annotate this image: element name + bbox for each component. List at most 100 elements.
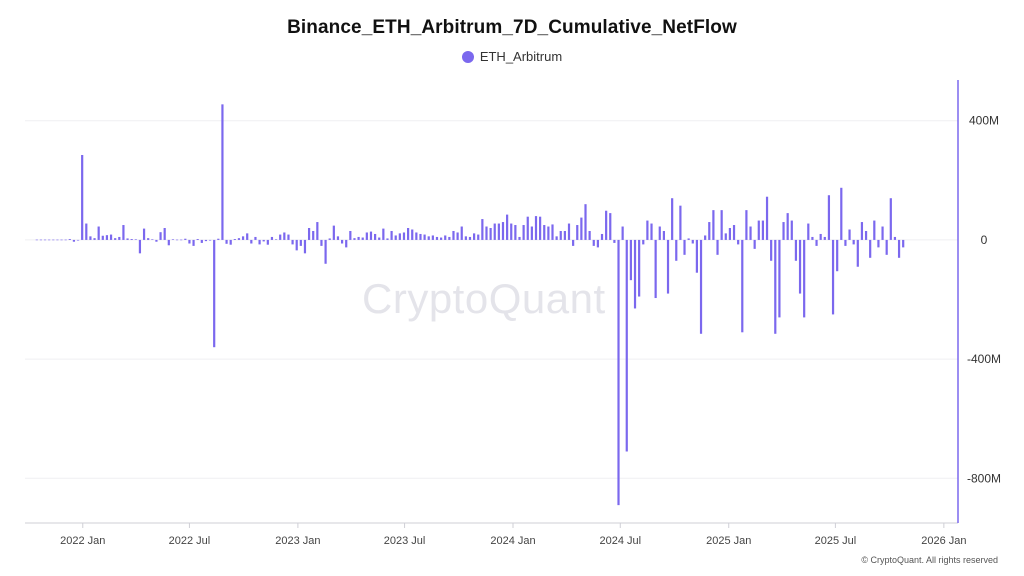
x-tick-label: 2022 Jul xyxy=(169,535,211,547)
bar xyxy=(258,239,261,245)
bar xyxy=(724,233,727,240)
bar xyxy=(654,239,657,299)
bar xyxy=(588,230,591,240)
bar xyxy=(811,236,814,240)
bar xyxy=(695,239,698,273)
bar xyxy=(881,226,884,240)
bar xyxy=(233,239,236,240)
bar xyxy=(732,225,736,240)
bar xyxy=(704,235,707,240)
bar xyxy=(415,232,418,240)
bar xyxy=(873,220,876,240)
bar xyxy=(592,239,595,246)
bar xyxy=(427,236,430,240)
bar xyxy=(675,239,678,261)
chart-title: Binance_ETH_Arbitrum_7D_Cumulative_NetFl… xyxy=(287,17,737,38)
bar xyxy=(93,238,96,240)
bar xyxy=(501,222,505,240)
y-tick-label: 0 xyxy=(981,233,988,247)
bar xyxy=(303,239,307,254)
bar xyxy=(699,239,703,334)
bar xyxy=(217,238,220,240)
bar xyxy=(600,233,604,240)
bar xyxy=(815,239,818,246)
bar xyxy=(60,239,63,241)
bar xyxy=(596,239,599,248)
bar xyxy=(534,216,538,240)
bar xyxy=(398,233,401,240)
bar xyxy=(221,104,224,240)
bar xyxy=(204,239,208,242)
bar xyxy=(394,235,397,240)
bar xyxy=(283,232,286,240)
bar xyxy=(456,232,459,240)
bar xyxy=(897,239,901,258)
bar xyxy=(493,223,496,240)
bar xyxy=(807,223,810,240)
copyright-notice: © CryptoQuant. All rights reserved xyxy=(861,555,998,565)
bar xyxy=(728,228,732,240)
bar xyxy=(68,239,71,240)
bar xyxy=(555,236,558,240)
bar xyxy=(254,236,257,240)
bar xyxy=(893,236,897,240)
bar xyxy=(547,226,550,240)
bar xyxy=(444,235,447,240)
bar xyxy=(361,237,364,240)
bar xyxy=(167,239,170,246)
bar xyxy=(184,238,187,240)
bar xyxy=(345,239,348,248)
bar xyxy=(196,239,199,240)
bar xyxy=(213,239,216,348)
bar xyxy=(155,239,158,242)
bar xyxy=(118,236,121,240)
x-tick-label: 2025 Jul xyxy=(815,535,857,547)
bar xyxy=(539,216,542,240)
bar xyxy=(679,205,682,240)
bar xyxy=(246,233,249,240)
bar xyxy=(72,239,76,242)
bar xyxy=(316,222,319,240)
grid-lines xyxy=(25,120,958,479)
bar xyxy=(241,236,245,240)
bar xyxy=(633,239,637,309)
bar xyxy=(225,239,228,244)
bar xyxy=(402,232,406,240)
bar xyxy=(749,226,752,240)
bar xyxy=(332,225,335,240)
chart-legend[interactable]: ETH_Arbitrum xyxy=(0,49,1024,64)
bar xyxy=(287,234,290,240)
bar xyxy=(464,236,467,240)
bar xyxy=(543,225,546,240)
bar xyxy=(576,225,579,240)
bar xyxy=(522,225,525,240)
bar xyxy=(514,225,517,240)
bar xyxy=(97,226,100,240)
bar xyxy=(856,239,859,267)
bar xyxy=(646,220,649,240)
bar xyxy=(460,226,463,240)
bar xyxy=(307,228,311,240)
bar xyxy=(250,239,253,244)
bar xyxy=(147,238,150,240)
bar xyxy=(299,239,302,246)
bar xyxy=(43,239,47,241)
bar xyxy=(85,223,88,240)
bar xyxy=(774,239,777,334)
bar xyxy=(229,239,232,245)
bar xyxy=(753,239,756,249)
bar xyxy=(122,225,125,240)
bar xyxy=(869,239,872,258)
bar xyxy=(765,196,769,240)
bar xyxy=(419,233,422,240)
bar xyxy=(745,210,748,240)
y-axis: 400M 0 -400M -800M xyxy=(957,80,1001,523)
bar xyxy=(485,226,488,240)
bar xyxy=(864,230,868,240)
bar xyxy=(823,236,826,240)
bar-series xyxy=(35,104,905,506)
bar xyxy=(109,234,113,240)
bar xyxy=(621,226,624,240)
bar xyxy=(435,236,439,240)
bar xyxy=(431,235,434,240)
